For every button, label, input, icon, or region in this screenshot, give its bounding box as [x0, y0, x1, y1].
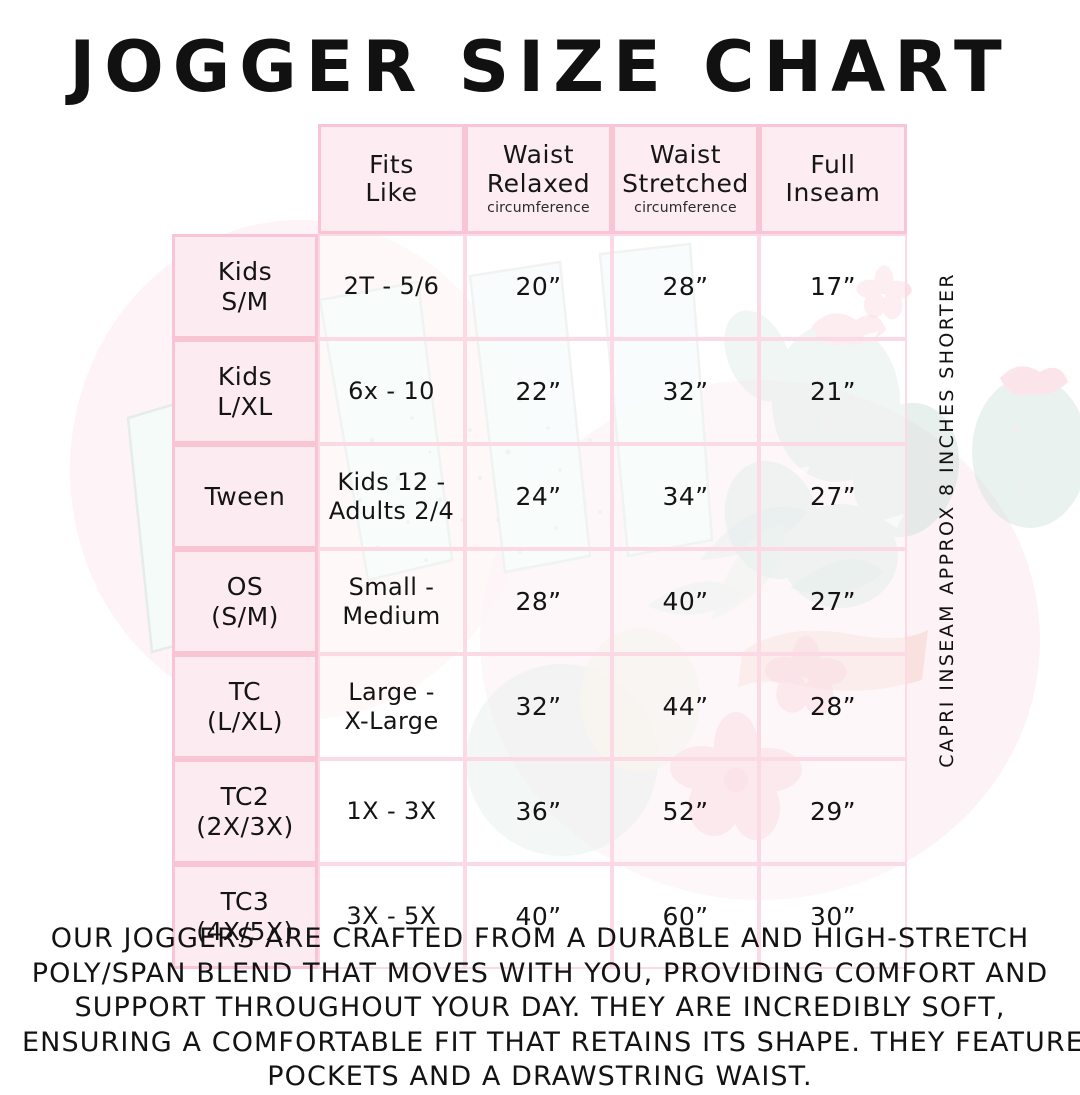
- size-label-cell: TC2 (2X/3X): [172, 759, 318, 864]
- description-line: POLY/SPAN BLEND THAT MOVES WITH YOU, PRO…: [31, 957, 1049, 989]
- waist-stretched-cell: 44”: [612, 654, 759, 759]
- waist-relaxed-cell: 32”: [465, 654, 612, 759]
- full-inseam-cell: 28”: [759, 654, 907, 759]
- fits-line-1: 3X - 5X: [346, 902, 437, 931]
- size-line-2: S/M: [221, 286, 269, 316]
- header-subtitle: circumference: [487, 200, 590, 217]
- table-body: Kids S/M 2T - 5/6 20” 28” 17” Kids L/XL …: [172, 234, 907, 969]
- waist-relaxed-cell: 28”: [465, 549, 612, 654]
- header-line-1: Waist: [649, 140, 722, 170]
- waist-stretched-cell: 32”: [612, 339, 759, 444]
- size-label-cell: Kids L/XL: [172, 339, 318, 444]
- size-line-1: TC3: [220, 887, 270, 916]
- table-header-row: Fits Like Waist Relaxed circumference Wa…: [172, 124, 907, 234]
- size-label-cell: Tween: [172, 444, 318, 549]
- size-line-2: (L/XL): [207, 706, 283, 736]
- waist-relaxed-cell: 24”: [465, 444, 612, 549]
- fits-line-1: Large -: [348, 677, 435, 706]
- waist-stretched-cell: 40”: [612, 549, 759, 654]
- size-line-2: L/XL: [217, 391, 273, 421]
- size-line-2: (2X/3X): [196, 811, 294, 841]
- size-label-cell: TC3 (4X/5X): [172, 864, 318, 969]
- fits-line-1: 1X - 3X: [346, 797, 437, 826]
- waist-relaxed-cell: 22”: [465, 339, 612, 444]
- header-subtitle: circumference: [634, 200, 737, 217]
- size-line-2: (4X/5X): [196, 916, 294, 946]
- fits-line-2: Adults 2/4: [328, 496, 455, 525]
- size-line-1: TC: [228, 677, 262, 706]
- table-row: Kids L/XL 6x - 10 22” 32” 21”: [172, 339, 907, 444]
- header-line-2: Inseam: [785, 178, 881, 207]
- size-chart-table: Fits Like Waist Relaxed circumference Wa…: [172, 124, 907, 969]
- size-label-cell: OS (S/M): [172, 549, 318, 654]
- fits-line-2: X-Large: [344, 706, 439, 735]
- fits-like-cell: Large - X-Large: [318, 654, 465, 759]
- cactus-art: [972, 366, 1080, 528]
- size-line-1: Kids: [217, 362, 273, 391]
- size-label-cell: Kids S/M: [172, 234, 318, 339]
- header-line-2: Stretched: [622, 168, 749, 198]
- size-line-1: OS: [226, 572, 264, 601]
- fits-line-1: 6x - 10: [348, 377, 435, 406]
- header-line-1: Fits: [369, 149, 414, 179]
- fits-line-1: Kids 12 -: [337, 467, 446, 496]
- header-line-2: Relaxed: [486, 168, 591, 198]
- table-row: OS (S/M) Small - Medium 28” 40” 27”: [172, 549, 907, 654]
- table-row: Tween Kids 12 - Adults 2/4 24” 34” 27”: [172, 444, 907, 549]
- header-line-2: Like: [365, 178, 418, 207]
- header-line-1: Waist: [502, 140, 575, 170]
- full-inseam-cell: 21”: [759, 339, 907, 444]
- table-row: TC (L/XL) Large - X-Large 32” 44” 28”: [172, 654, 907, 759]
- column-header-waist-stretched: Waist Stretched circumference: [612, 124, 759, 234]
- fits-like-cell: 6x - 10: [318, 339, 465, 444]
- waist-stretched-cell: 28”: [612, 234, 759, 339]
- fits-like-cell: 3X - 5X: [318, 864, 465, 969]
- column-header-full-inseam: Full Inseam: [759, 124, 907, 234]
- description-line: ENSURING A COMFORTABLE FIT THAT RETAINS …: [22, 1026, 1080, 1058]
- waist-stretched-cell: 52”: [612, 759, 759, 864]
- fits-like-cell: 2T - 5/6: [318, 234, 465, 339]
- table-row: TC2 (2X/3X) 1X - 3X 36” 52” 29”: [172, 759, 907, 864]
- size-chart: Fits Like Waist Relaxed circumference Wa…: [172, 124, 907, 969]
- waist-relaxed-cell: 36”: [465, 759, 612, 864]
- fits-line-2: Medium: [342, 601, 441, 630]
- fits-like-cell: Small - Medium: [318, 549, 465, 654]
- description-line: POCKETS AND A DRAWSTRING WAIST.: [267, 1061, 813, 1093]
- description-line: SUPPORT THROUGHOUT YOUR DAY. THEY ARE IN…: [74, 992, 1006, 1024]
- description-line: OUR JOGGERS ARE CRAFTED FROM A DURABLE A…: [50, 923, 1030, 954]
- full-inseam-cell: 29”: [759, 759, 907, 864]
- size-line-1: Tween: [204, 481, 286, 511]
- product-description: OUR JOGGERS ARE CRAFTED FROM A DURABLE A…: [22, 922, 1080, 1095]
- table-row: Kids S/M 2T - 5/6 20” 28” 17”: [172, 234, 907, 339]
- fits-like-cell: 1X - 3X: [318, 759, 465, 864]
- waist-relaxed-cell: 20”: [465, 234, 612, 339]
- capri-inseam-note: CAPRI INSEAM APPROX 8 INCHES SHORTER: [929, 232, 965, 808]
- full-inseam-cell: 27”: [759, 549, 907, 654]
- corner-cell: [172, 124, 318, 234]
- size-line-1: TC2: [220, 782, 270, 811]
- full-inseam-cell: 17”: [759, 234, 907, 339]
- waist-stretched-cell: 34”: [612, 444, 759, 549]
- size-label-cell: TC (L/XL): [172, 654, 318, 759]
- column-header-waist-relaxed: Waist Relaxed circumference: [465, 124, 612, 234]
- size-line-2: (S/M): [211, 601, 279, 631]
- full-inseam-cell: 27”: [759, 444, 907, 549]
- table-row: TC3 (4X/5X) 3X - 5X 40” 60” 30”: [172, 864, 907, 969]
- page-title: JOGGER SIZE CHART: [69, 26, 1011, 108]
- fits-line-1: 2T - 5/6: [343, 272, 440, 301]
- size-line-1: Kids: [217, 257, 273, 286]
- fits-line-1: Small -: [348, 572, 435, 601]
- fits-like-cell: Kids 12 - Adults 2/4: [318, 444, 465, 549]
- header-line-1: Full: [810, 149, 856, 179]
- capri-inseam-note-text: CAPRI INSEAM APPROX 8 INCHES SHORTER: [936, 272, 958, 768]
- column-header-fits-like: Fits Like: [318, 124, 465, 234]
